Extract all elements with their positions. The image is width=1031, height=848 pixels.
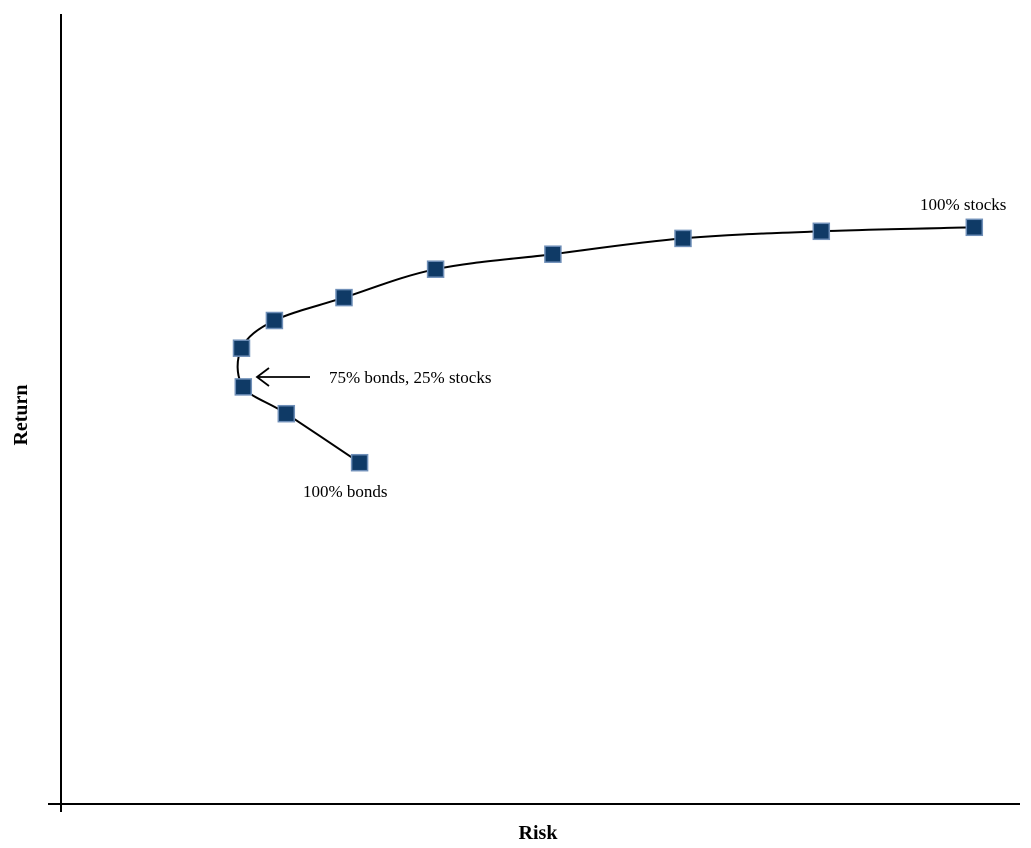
- x-axis-title: Risk: [519, 822, 559, 844]
- data-points: [232, 218, 984, 472]
- data-point-8: [544, 245, 562, 263]
- y-axis-title: Return: [10, 384, 32, 445]
- arrow-head: [255, 367, 270, 387]
- data-point-1: [350, 453, 369, 472]
- annotation-arrow: [255, 367, 310, 387]
- data-point-5: [265, 311, 284, 330]
- data-point-4: [232, 339, 251, 357]
- stocks-endpoint-label: 100% stocks: [920, 195, 1006, 214]
- data-point-7: [426, 260, 445, 278]
- frontier-curve: [236, 226, 975, 464]
- bonds-endpoint-label: 100% bonds: [303, 482, 388, 501]
- mix-annotation-label: 75% bonds, 25% stocks: [329, 368, 491, 387]
- data-point-3: [234, 378, 253, 396]
- axes: [48, 14, 1020, 812]
- data-point-9: [674, 229, 692, 248]
- data-point-10: [812, 222, 831, 241]
- data-point-2: [277, 404, 296, 423]
- data-point-11: [965, 218, 984, 237]
- data-point-6: [335, 288, 353, 307]
